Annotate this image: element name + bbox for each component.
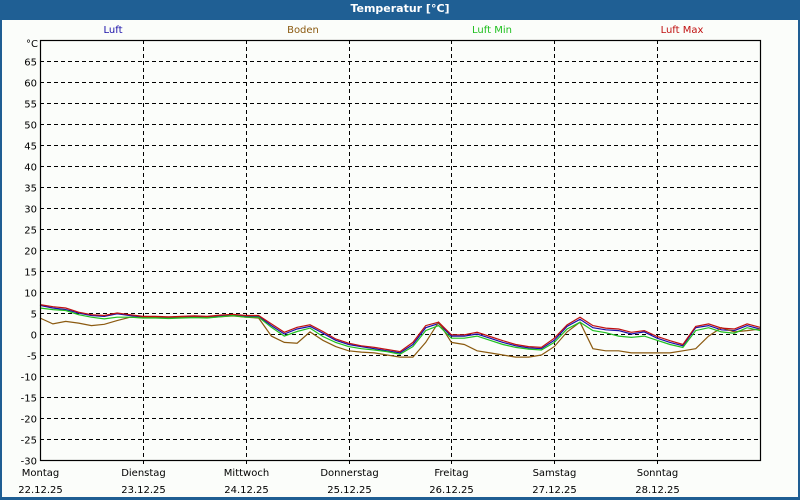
x-tick-date: 22.12.25 (18, 485, 63, 496)
y-tick-label: -30 (21, 457, 37, 468)
legend-label: Luft Max (660, 25, 704, 36)
x-tick-day: Dienstag (121, 468, 166, 479)
y-tick-label: -10 (21, 373, 37, 384)
y-tick-label: 65 (24, 58, 37, 69)
x-tick-date: 27.12.25 (532, 485, 577, 496)
x-tick-date: 25.12.25 (327, 485, 372, 496)
y-tick-label: 60 (24, 79, 37, 90)
x-tick-day: Donnerstag (320, 468, 378, 479)
y-tick-label: -5 (27, 352, 37, 363)
y-tick-label: -25 (21, 436, 37, 447)
plot-frame (39, 39, 762, 462)
y-tick-label: 10 (24, 289, 37, 300)
x-tick-date: 28.12.25 (635, 485, 680, 496)
legend-boden: Boden (243, 25, 363, 36)
y-tick-label: 5 (31, 310, 37, 321)
legend-luft-min: Luft Min (432, 25, 552, 36)
y-tick-label: 55 (24, 100, 37, 111)
legend-label: Luft Min (472, 25, 512, 36)
y-tick-label: 25 (24, 226, 37, 237)
legend-luft: Luft (53, 25, 173, 36)
y-tick-label: 20 (24, 247, 37, 258)
y-tick-label: 50 (24, 121, 37, 132)
x-tick-day: Montag (22, 468, 59, 479)
series-luft-min (39, 307, 761, 355)
y-tick-label: 30 (24, 205, 37, 216)
y-axis-unit: °C (26, 39, 38, 50)
x-tick-day: Samstag (533, 468, 577, 479)
y-tick-label: 0 (31, 331, 37, 342)
series-luft (39, 304, 761, 354)
x-tick-date: 24.12.25 (224, 485, 269, 496)
y-tick-label: 15 (24, 268, 37, 279)
x-tick-date: 26.12.25 (429, 485, 474, 496)
legend-label: Boden (287, 25, 319, 36)
x-tick-day: Sonntag (637, 468, 679, 479)
y-tick-label: 45 (24, 142, 37, 153)
y-tick-label: -15 (21, 394, 37, 405)
legend-label: Luft (103, 25, 123, 36)
legend-luft-max: Luft Max (622, 25, 742, 36)
x-tick-date: 23.12.25 (121, 485, 166, 496)
chart-panel (2, 20, 798, 497)
y-tick-label: 40 (24, 163, 37, 174)
x-tick-day: Freitag (434, 468, 468, 479)
series-luft-max (39, 304, 761, 353)
y-tick-label: 35 (24, 184, 37, 195)
window-title: Temperatur [°C] (0, 0, 800, 20)
x-tick-day: Mittwoch (224, 468, 269, 479)
y-tick-label: -20 (21, 415, 37, 426)
